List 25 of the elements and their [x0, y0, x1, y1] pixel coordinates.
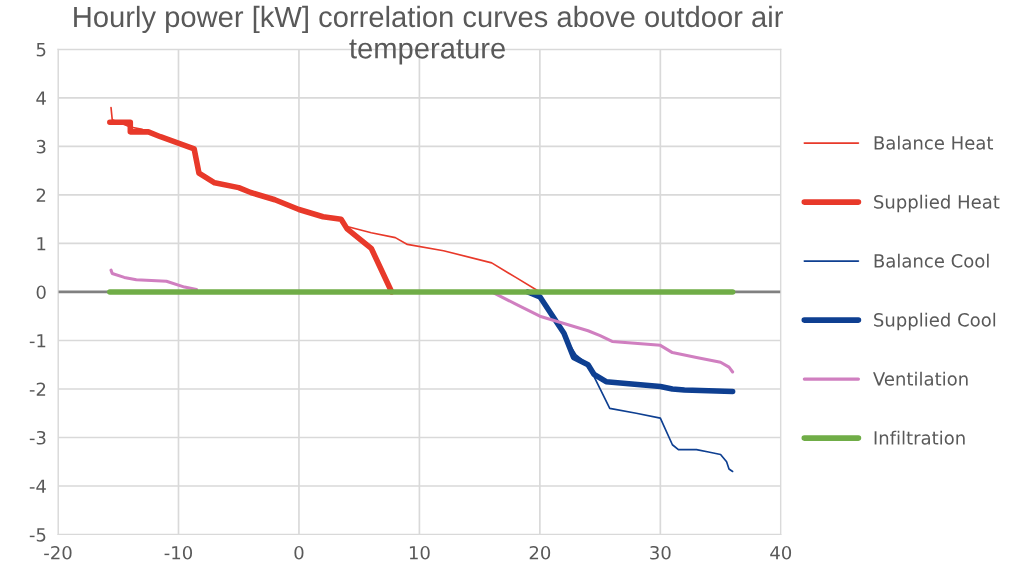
x-tick-label: 30 — [650, 545, 671, 560]
y-tick-label: -2 — [29, 382, 46, 396]
x-tick-label: 0 — [294, 545, 304, 560]
y-tick-label: -5 — [29, 528, 46, 542]
x-tick-label: 10 — [409, 545, 430, 560]
legend-label: Balance Heat — [874, 135, 994, 150]
y-tick-label: 4 — [36, 91, 46, 105]
y-tick-label: 2 — [36, 188, 46, 202]
y-tick-label: 1 — [37, 237, 46, 251]
y-tick-label: -4 — [29, 479, 46, 493]
legend-label: Infiltration — [874, 430, 965, 445]
x-tick-label: -20 — [44, 545, 72, 560]
x-tick-label: 20 — [529, 545, 551, 560]
y-tick-label: -1 — [29, 334, 46, 348]
legend-label: Supplied Heat — [874, 194, 1000, 213]
y-tick-label: 3 — [36, 139, 46, 154]
y-tick-label: -3 — [29, 430, 46, 445]
x-tick-label: 40 — [770, 545, 792, 560]
legend-label: Ventilation — [873, 371, 968, 386]
legend-label: Balance Cool — [874, 253, 989, 268]
chart-title: Hourly power [kW] correlation curves above outdoor air temperature — [74, 5, 783, 65]
y-tick-label: 5 — [36, 43, 46, 57]
x-tick-label: -10 — [164, 545, 193, 560]
legend-label: Supplied Cool — [874, 312, 996, 331]
y-tick-label: 0 — [36, 285, 46, 300]
